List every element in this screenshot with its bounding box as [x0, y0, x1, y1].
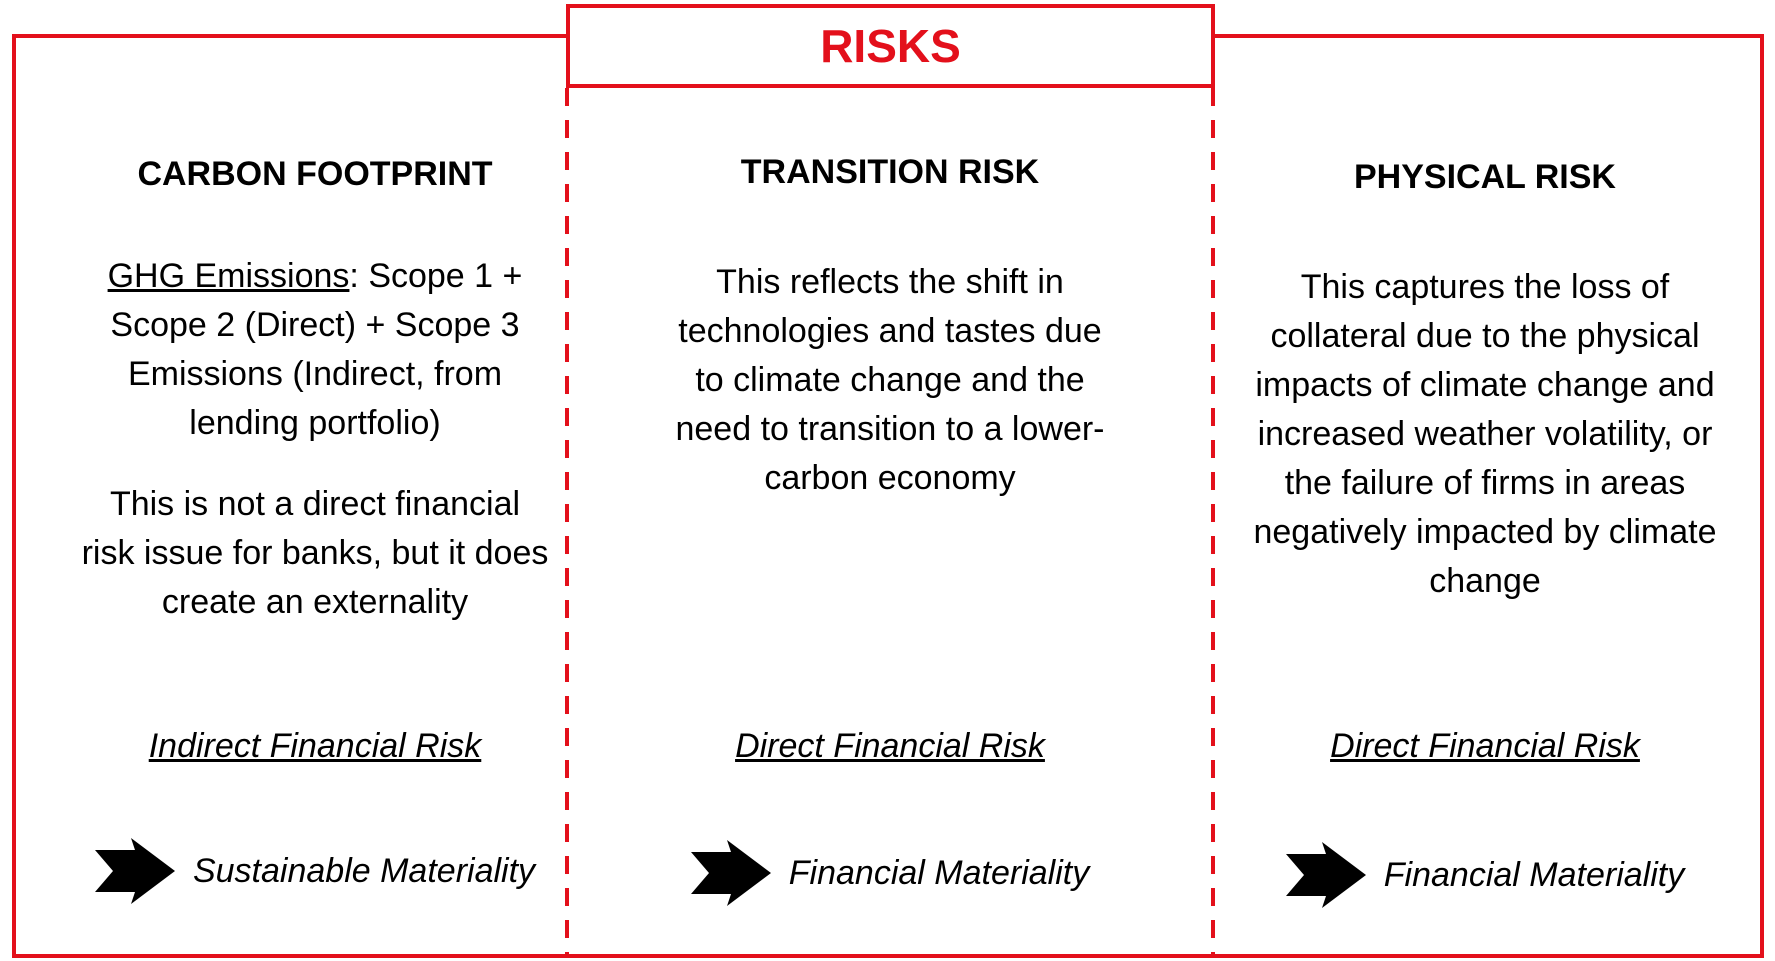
column: TRANSITION RISK This reflects the shift … — [640, 0, 1140, 961]
risk-type: Indirect Financial Risk — [148, 727, 482, 765]
materiality: Sustainable Materiality — [192, 851, 536, 890]
materiality-row: Financial Materiality — [1235, 842, 1735, 908]
title-box — [566, 4, 1215, 88]
materiality-row: Financial Materiality — [640, 840, 1140, 906]
title: RISKS — [820, 20, 961, 72]
description: This captures the loss of collateral due… — [1253, 268, 1717, 600]
materiality: Financial Materiality — [788, 853, 1090, 892]
term: GHG Emissions — [107, 257, 350, 295]
heading: PHYSICAL RISK — [1354, 158, 1616, 196]
column: CARBON FOOTPRINT GHG Emissions: Scope 1 … — [70, 0, 560, 961]
arrow-icon — [94, 838, 175, 904]
definition: GHG Emissions: Scope 1 + Scope 2 (Direct… — [80, 252, 550, 448]
note: This is not a direct financial risk issu… — [81, 485, 549, 621]
materiality-row: Sustainable Materiality — [70, 838, 560, 904]
description: This reflects the shift in technologies … — [675, 263, 1105, 497]
risk-type: Direct Financial Risk — [735, 727, 1045, 765]
column: PHYSICAL RISK This captures the loss of … — [1235, 0, 1735, 961]
heading: TRANSITION RISK — [740, 153, 1040, 191]
materiality: Financial Materiality — [1383, 855, 1685, 894]
risk-type: Direct Financial Risk — [1330, 727, 1640, 765]
arrow-icon — [1285, 842, 1366, 908]
outer-border — [12, 34, 1764, 958]
definition-text: : Scope 1 + Scope 2 (Direct) + Scope 3 E… — [110, 257, 523, 442]
heading: CARBON FOOTPRINT — [137, 155, 493, 193]
arrow-icon — [690, 840, 771, 906]
